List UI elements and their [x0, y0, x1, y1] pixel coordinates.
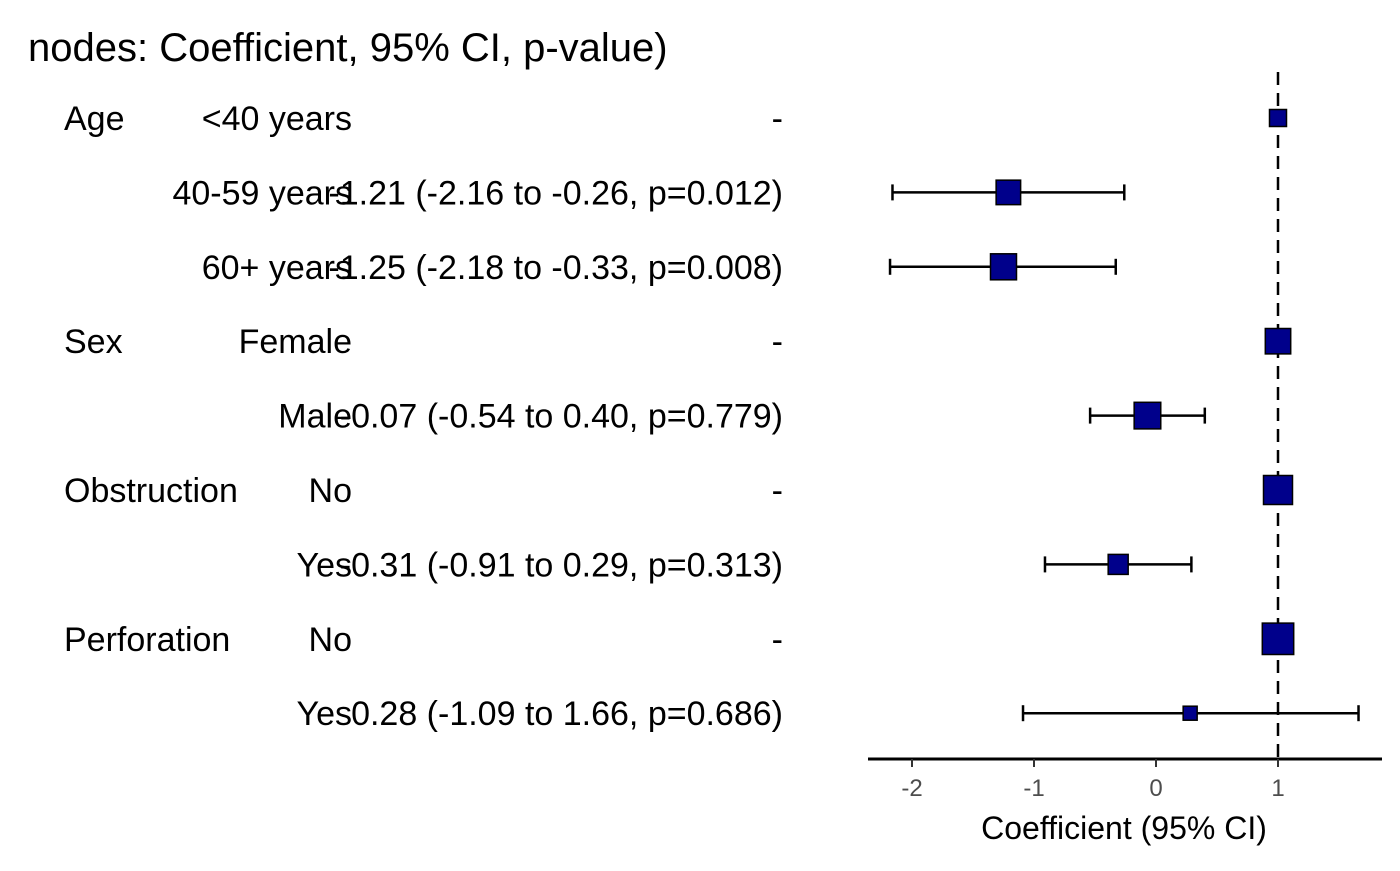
- level-label: Female: [239, 323, 352, 361]
- point-estimate-marker: [1262, 474, 1294, 506]
- plot-panel: -2 -1 0 1: [868, 72, 1382, 802]
- result-label: -1.25 (-2.18 to -0.33, p=0.008): [328, 249, 783, 287]
- x-axis-title: Coefficient (95% CI): [981, 810, 1267, 846]
- point-estimate-marker: [1264, 327, 1292, 355]
- variable-label: Age: [64, 100, 125, 138]
- result-label: -: [772, 100, 783, 138]
- level-label: 40-59 years: [172, 174, 352, 212]
- point-estimate-marker: [1261, 622, 1295, 656]
- chart-title: nodes: Coefficient, 95% CI, p-value): [28, 26, 668, 70]
- x-tick-label: 0: [1149, 775, 1162, 802]
- variable-label: Sex: [64, 323, 123, 361]
- point-estimate-marker: [1107, 553, 1129, 576]
- result-label: -: [772, 621, 783, 659]
- level-label: Yes: [297, 546, 352, 584]
- level-label: No: [309, 472, 352, 510]
- x-axis-ticks: -2 -1 0 1: [901, 759, 1285, 802]
- result-label: 0.28 (-1.09 to 1.66, p=0.686): [351, 695, 783, 733]
- level-label: Yes: [297, 695, 352, 733]
- result-label: -1.21 (-2.16 to -0.26, p=0.012): [328, 174, 783, 212]
- level-label: 60+ years: [202, 249, 352, 287]
- level-label: No: [309, 621, 352, 659]
- point-estimate-marker: [995, 179, 1022, 206]
- point-estimate-marker: [1133, 401, 1162, 430]
- point-estimate-marker: [1268, 108, 1288, 128]
- x-tick-label: -2: [901, 775, 922, 802]
- x-tick-label: 1: [1271, 775, 1284, 802]
- variable-label: Obstruction: [64, 472, 238, 510]
- result-label: -: [772, 472, 783, 510]
- result-label: -0.07 (-0.54 to 0.40, p=0.779): [340, 398, 783, 436]
- point-estimate-marker: [989, 253, 1018, 281]
- plot-marks: [888, 108, 1360, 722]
- result-label: -: [772, 323, 783, 361]
- point-estimate-marker: [1182, 705, 1198, 721]
- variable-label: Perforation: [64, 621, 230, 659]
- level-label: Male: [278, 398, 352, 436]
- results-table: Age <40 years - 40-59 years-1.21 (-2.16 to …: [64, 100, 783, 733]
- result-label: -0.31 (-0.91 to 0.29, p=0.313): [340, 546, 783, 584]
- level-label: <40 years: [202, 100, 352, 138]
- x-tick-label: -1: [1023, 775, 1044, 802]
